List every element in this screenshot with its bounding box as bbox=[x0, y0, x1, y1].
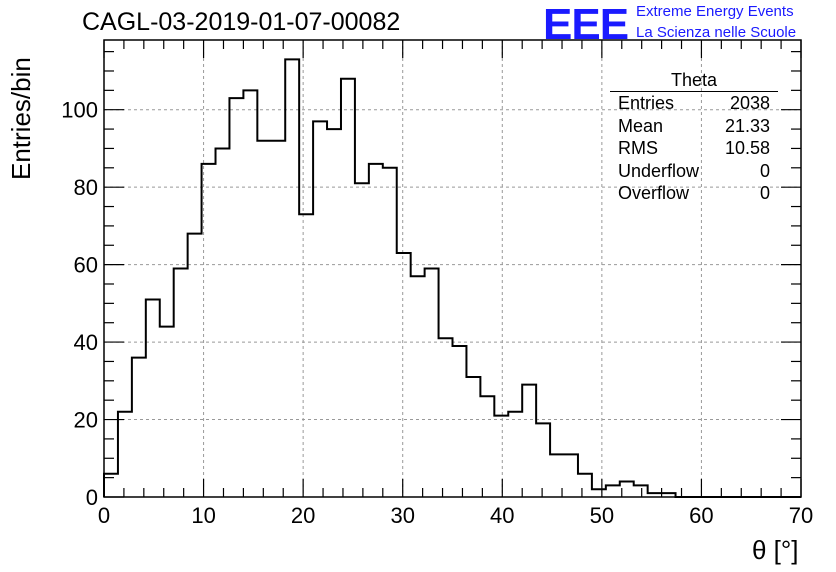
histogram-bin bbox=[550, 454, 564, 497]
histogram-bin bbox=[439, 338, 453, 497]
y-tick-label: 60 bbox=[74, 253, 98, 278]
stats-box: Theta Entries 2038 Mean 21.33 RMS 10.58 … bbox=[610, 70, 778, 205]
x-tick-label: 40 bbox=[490, 503, 514, 528]
x-tick-label: 70 bbox=[789, 503, 813, 528]
x-axis-label: θ [°] bbox=[752, 535, 799, 565]
histogram-bin bbox=[480, 396, 494, 497]
histogram-bin bbox=[327, 129, 341, 497]
histogram-bin bbox=[243, 90, 257, 497]
stats-label: Entries bbox=[618, 93, 675, 113]
histogram-bin bbox=[160, 327, 174, 497]
x-tick-label: 20 bbox=[291, 503, 315, 528]
stats-row-entries: Entries 2038 bbox=[610, 92, 778, 115]
stats-row-underflow: Underflow 0 bbox=[610, 160, 778, 183]
tick-labels: 0 10 20 30 40 50 60 70 0 20 40 60 80 100 bbox=[61, 98, 813, 528]
histogram-bin bbox=[397, 253, 411, 497]
stats-value: 21.33 bbox=[724, 115, 770, 136]
stats-label: Mean bbox=[618, 115, 664, 136]
eee-logo-line2: La Scienza nelle Scuole bbox=[636, 24, 797, 41]
histogram-bin bbox=[383, 168, 397, 497]
stats-value: 10.58 bbox=[724, 138, 770, 158]
chart-title: CAGL-03-2019-01-07-00082 bbox=[82, 8, 401, 36]
histogram-bin bbox=[564, 454, 578, 497]
x-tick-label: 30 bbox=[390, 503, 414, 528]
histogram-bin bbox=[411, 276, 425, 497]
histogram-bin bbox=[216, 148, 230, 497]
histogram-bin bbox=[634, 485, 648, 497]
histogram-bin bbox=[257, 141, 271, 497]
histogram-bin bbox=[453, 346, 467, 497]
histogram-bin bbox=[118, 412, 132, 497]
axis-ticks bbox=[103, 40, 802, 498]
stats-label: RMS bbox=[618, 138, 658, 158]
histogram-bin bbox=[146, 299, 160, 497]
histogram-bin bbox=[620, 482, 634, 497]
x-tick-label: 50 bbox=[590, 503, 614, 528]
eee-logo: EEE bbox=[543, 0, 629, 49]
y-tick-label: 80 bbox=[74, 175, 98, 200]
histogram-bin bbox=[355, 183, 369, 497]
y-axis-label: Entries/bin bbox=[6, 57, 36, 180]
x-tick-label: 0 bbox=[98, 503, 110, 528]
y-tick-label: 20 bbox=[74, 408, 98, 433]
histogram-bin bbox=[508, 412, 522, 497]
histogram-bin bbox=[425, 269, 439, 498]
histogram-bin bbox=[132, 358, 146, 497]
stats-row-overflow: Overflow 0 bbox=[610, 182, 778, 205]
x-tick-label: 60 bbox=[689, 503, 713, 528]
histogram-bin bbox=[592, 489, 606, 497]
histogram-bin bbox=[578, 474, 592, 497]
histogram-bin bbox=[606, 485, 620, 497]
histogram-bin bbox=[188, 234, 202, 497]
stats-title: Theta bbox=[610, 70, 778, 92]
histogram-bin bbox=[369, 164, 383, 497]
histogram-bin bbox=[522, 385, 536, 497]
y-tick-label: 100 bbox=[61, 98, 98, 123]
x-tick-label: 10 bbox=[191, 503, 215, 528]
histogram-bin bbox=[229, 98, 243, 497]
stats-value: 2038 bbox=[729, 93, 770, 113]
plot-frame bbox=[103, 39, 802, 498]
histogram-bin bbox=[271, 141, 285, 497]
histogram-bins bbox=[103, 58, 801, 498]
stats-label: Overflow bbox=[618, 183, 690, 203]
stats-row-rms: RMS 10.58 bbox=[610, 137, 778, 160]
histogram-bin bbox=[466, 377, 480, 497]
histogram-bin bbox=[299, 214, 313, 497]
stats-label: Underflow bbox=[618, 160, 700, 181]
histogram-outline bbox=[103, 58, 801, 498]
histogram-bin bbox=[285, 59, 299, 497]
stats-value: 0 bbox=[759, 160, 770, 181]
histogram-bin bbox=[536, 423, 550, 497]
y-tick-label: 0 bbox=[86, 485, 98, 510]
histogram-bin bbox=[313, 121, 327, 497]
eee-logo-line1: Extreme Energy Events bbox=[636, 3, 794, 20]
stats-value: 0 bbox=[759, 183, 770, 203]
histogram-bin bbox=[174, 269, 188, 498]
histogram-bin bbox=[341, 79, 355, 497]
histogram-bin bbox=[494, 416, 508, 497]
y-tick-label: 40 bbox=[74, 330, 98, 355]
histogram-bin bbox=[104, 474, 118, 497]
stats-row-mean: Mean 21.33 bbox=[610, 115, 778, 138]
histogram-bin bbox=[202, 164, 216, 497]
